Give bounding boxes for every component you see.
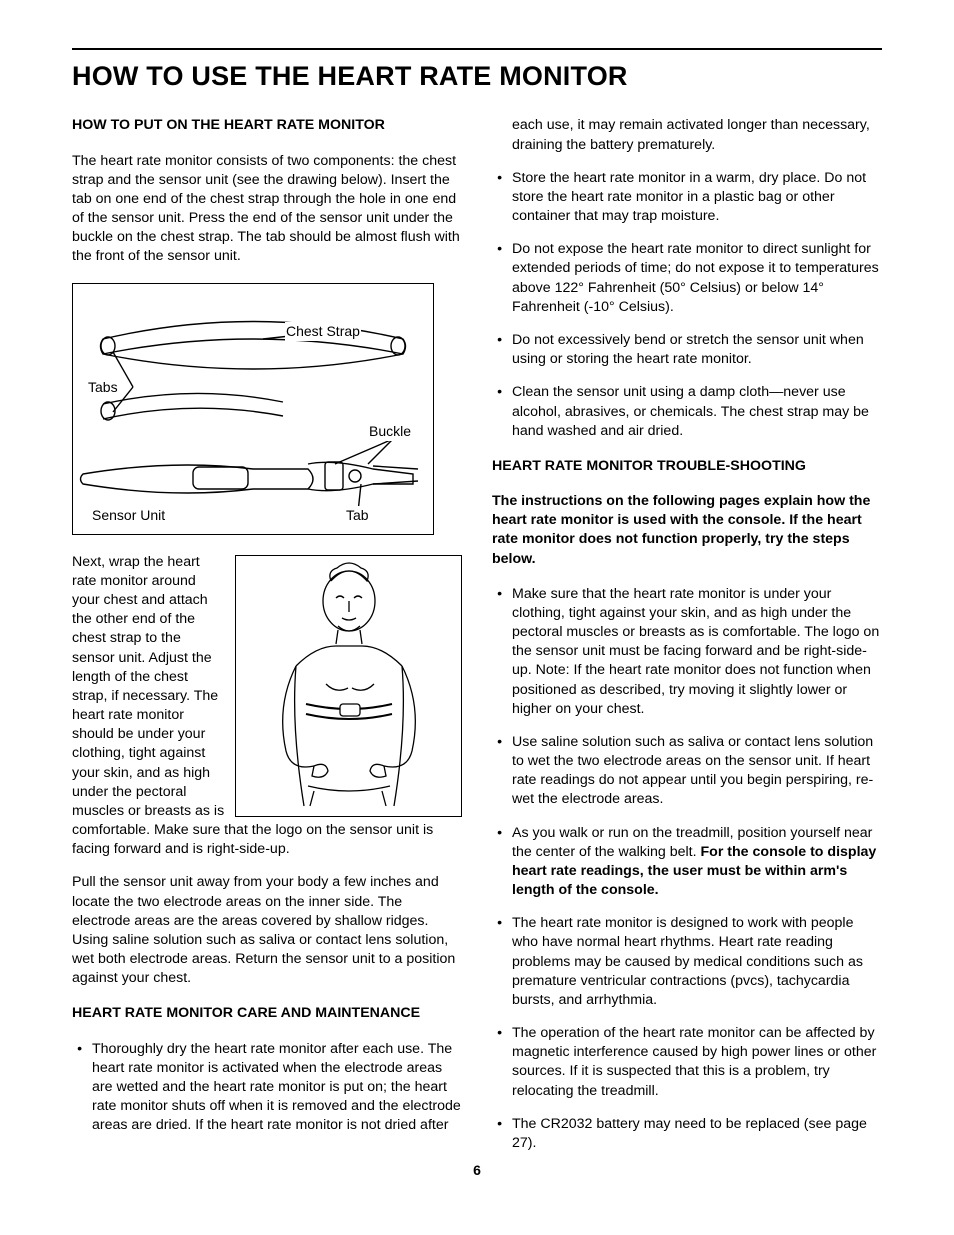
troubleshoot-list: Make sure that the heart rate monitor is… [492, 585, 882, 1153]
section1-heading: HOW TO PUT ON THE HEART RATE MONITOR [72, 116, 462, 135]
list-item: Clean the sensor unit using a damp cloth… [510, 383, 882, 441]
page-title: HOW TO USE THE HEART RATE MONITOR [72, 58, 882, 94]
list-item: As you walk or run on the treadmill, pos… [510, 824, 882, 901]
top-rule [72, 48, 882, 50]
list-item: The CR2032 battery may need to be replac… [510, 1115, 882, 1153]
list-item: Store the heart rate monitor in a warm, … [510, 169, 882, 227]
wrap-block: Next, wrap the heart rate monitor around… [72, 553, 462, 860]
chest-strap-svg [73, 284, 433, 534]
list-item: Do not expose the heart rate monitor to … [510, 240, 882, 317]
list-item: Make sure that the heart rate monitor is… [510, 585, 882, 719]
person-svg [236, 556, 461, 816]
diagram-label-tabs: Tabs [87, 378, 119, 397]
section1-p1: The heart rate monitor consists of two c… [72, 152, 462, 267]
chest-strap-diagram: Tabs Chest Strap Buckle Sensor Unit Tab [72, 283, 434, 535]
content-columns: HOW TO PUT ON THE HEART RATE MONITOR The… [72, 116, 882, 1153]
section2-heading: HEART RATE MONITOR CARE AND MAINTENANCE [72, 1004, 462, 1023]
section3-heading: HEART RATE MONITOR TROUBLE-SHOOTING [492, 457, 882, 476]
list-item: The heart rate monitor is designed to wo… [510, 914, 882, 1010]
section1-p3: Pull the sensor unit away from your body… [72, 873, 462, 988]
diagram-label-buckle: Buckle [368, 422, 412, 441]
section3-intro: The instructions on the following pages … [492, 492, 882, 569]
person-diagram [235, 555, 462, 817]
list-item: Do not excessively bend or stretch the s… [510, 331, 882, 369]
list-item: Use saline solution such as saliva or co… [510, 733, 882, 810]
page-number: 6 [72, 1161, 882, 1180]
list-item: The operation of the heart rate monitor … [510, 1024, 882, 1101]
diagram-label-chest-strap: Chest Strap [285, 322, 361, 341]
diagram-label-sensor-unit: Sensor Unit [91, 506, 166, 525]
diagram-label-tab: Tab [345, 506, 370, 525]
